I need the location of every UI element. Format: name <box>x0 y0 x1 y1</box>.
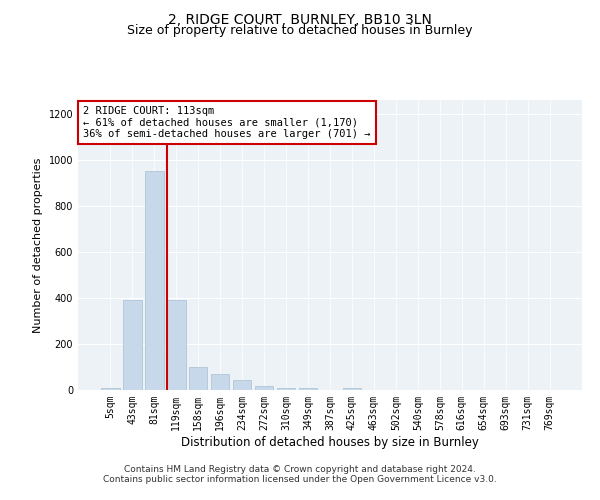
Y-axis label: Number of detached properties: Number of detached properties <box>33 158 43 332</box>
Bar <box>255 386 274 390</box>
Text: Contains HM Land Registry data © Crown copyright and database right 2024.: Contains HM Land Registry data © Crown c… <box>124 465 476 474</box>
Text: Size of property relative to detached houses in Burnley: Size of property relative to detached ho… <box>127 24 473 37</box>
Bar <box>189 367 208 390</box>
Bar <box>145 172 164 390</box>
Text: Contains public sector information licensed under the Open Government Licence v3: Contains public sector information licen… <box>103 475 497 484</box>
Bar <box>123 300 142 390</box>
Bar <box>277 388 295 390</box>
X-axis label: Distribution of detached houses by size in Burnley: Distribution of detached houses by size … <box>181 436 479 448</box>
Text: 2, RIDGE COURT, BURNLEY, BB10 3LN: 2, RIDGE COURT, BURNLEY, BB10 3LN <box>168 12 432 26</box>
Bar <box>233 380 251 390</box>
Bar <box>167 300 185 390</box>
Bar <box>343 388 361 390</box>
Text: 2 RIDGE COURT: 113sqm
← 61% of detached houses are smaller (1,170)
36% of semi-d: 2 RIDGE COURT: 113sqm ← 61% of detached … <box>83 106 371 139</box>
Bar <box>101 388 119 390</box>
Bar <box>299 388 317 390</box>
Bar <box>211 374 229 390</box>
